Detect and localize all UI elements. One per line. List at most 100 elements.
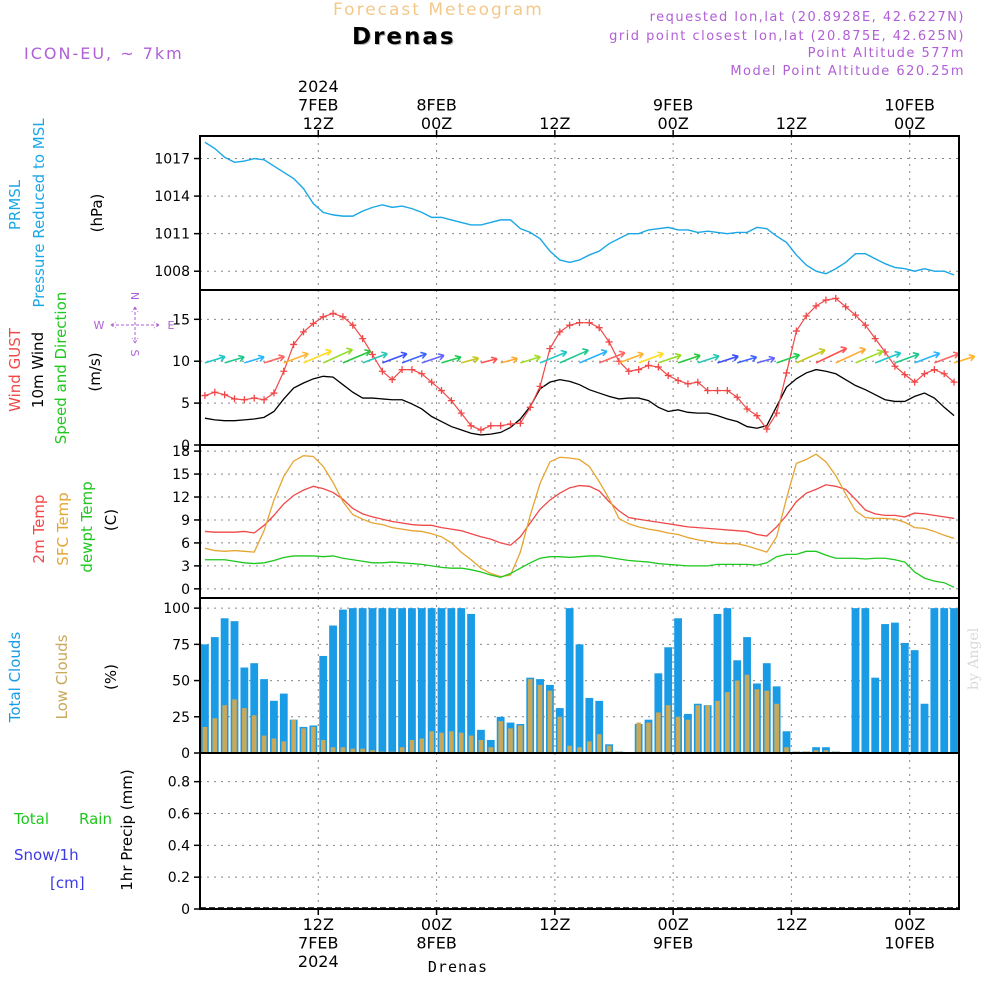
low-clouds-bar [636,722,641,753]
pressure-label-msl: Pressure Reduced to MSL [30,118,48,308]
wind-direction-arrow [559,349,589,364]
wind-gust-marker [635,366,643,374]
wind-direction-arrow [500,357,518,364]
low-clouds-bar [370,750,375,753]
low-clouds-bar [212,718,218,753]
wind-arrow-head [840,346,848,354]
wind-gust-marker [714,387,721,395]
wind-gust-marker [733,393,741,401]
ytick-label: 1017 [154,152,190,168]
wind-direction-arrow [322,348,353,364]
low-clouds-bar [261,735,267,753]
wind-gust-marker [930,366,938,374]
wind-gust-marker [457,409,465,417]
requested-coords: requested lon,lat (20.8928E, 42.6227N) [649,10,965,25]
wind-arrow-head [364,348,372,357]
wind-gust-marker [428,378,436,386]
low-clouds-bar [665,705,671,753]
wind-arrow-head [454,354,462,363]
wind-gust-marker [950,378,958,386]
total-clouds-bar [388,608,397,753]
wind-gust-marker [447,397,455,405]
location-name: Drenas [352,24,456,50]
wind-gust-marker [290,340,298,348]
top-time-label: 00Z [657,114,688,133]
temp-2m-line [204,484,955,546]
total-clouds-bar [319,655,328,753]
ytick-label: 75 [172,637,190,653]
total-clouds-bar [210,637,219,753]
wind-arrow-head [257,354,265,362]
wind-direction-arrow [914,352,940,364]
total-clouds-bar [329,625,337,753]
ytick-label: 12 [172,490,190,506]
total-clouds-bar [900,642,909,753]
footer-location: Drenas [428,958,488,976]
wind-gust-marker [507,420,514,428]
low-clouds-bar [715,700,720,753]
wind-direction-arrow [401,353,427,364]
wind-gust-marker [487,422,495,430]
wind-arrow-head [490,356,498,364]
wind-gust-marker [901,371,909,379]
ytick-label: 1008 [154,264,190,280]
wind-direction-arrow [776,354,800,364]
top-time-label: 00Z [894,114,925,133]
total-clouds-bar [871,677,880,753]
top-time-label: 10FEB [884,96,935,115]
low-clouds-bar [419,738,425,753]
ytick-label: 18 [172,444,190,460]
wind-arrow-head [657,351,664,359]
panel-frame [199,289,960,446]
wind-gust-marker [467,422,475,430]
low-clouds-bar [774,703,779,753]
wind-arrow-head [637,351,644,359]
precip-snow-unit: [cm] [50,874,85,892]
ytick-label: 15 [172,467,190,483]
wind-arrow-head [472,355,480,364]
total-clouds-bar [201,644,209,753]
ytick-label: 5 [181,396,190,412]
low-clouds-bar [271,738,277,753]
top-time-label: 9FEB [653,96,693,115]
wind-arrow-head [582,348,589,356]
total-clouds-bar [408,608,416,753]
low-clouds-bar [537,684,543,753]
clouds-unit: (%) [102,664,120,690]
wind-speed-line [204,368,955,436]
wind-gust-marker [940,370,948,378]
wind-unit: (m/s) [86,352,104,391]
sfc-temp-label: SFC Temp [54,492,72,565]
wind-direction-arrow [796,349,826,364]
wind-direction-arrow [244,356,265,364]
wind-gust-marker [280,367,288,375]
bottom-time-label: 00Z [657,915,688,934]
top-time-label: 12Z [776,114,807,133]
low-clouds-label: Low Clouds [53,634,71,719]
model-label: ICON-EU, ~ 7km [24,44,184,63]
total-clouds-bar [457,608,466,753]
sfc-temp-line [204,453,955,578]
wind-speed-direction-label: Speed and Direction [52,292,70,445]
total-clouds-bar [664,647,673,753]
precip-total-label: Total [13,810,49,828]
wind-gust-label: Wind GUST [6,327,24,412]
low-clouds-bar [557,716,563,753]
wind-gust-marker [773,409,781,417]
wind-direction-arrow [756,357,775,364]
low-clouds-bar [685,719,691,753]
wind-arrow-head [346,347,354,355]
low-clouds-bar [458,732,464,753]
wind-arrow-head [968,354,976,362]
ytick-label: 9 [181,513,190,529]
ytick-label: 0 [181,438,190,454]
wind-gust-marker [378,367,386,375]
wind-arrow-head [600,348,608,357]
low-clouds-bar [439,732,444,753]
wind-gust-marker [408,366,416,374]
wind-arrow-head [912,351,920,360]
wind-gust-marker [477,426,485,434]
low-clouds-bar [301,728,306,753]
low-clouds-bar [222,705,227,753]
